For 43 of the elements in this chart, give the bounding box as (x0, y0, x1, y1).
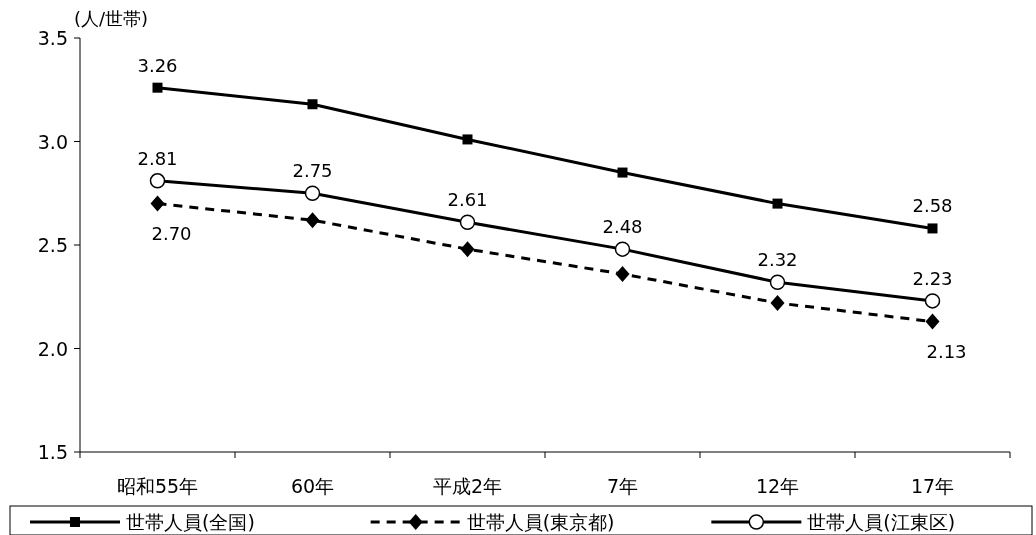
point (149, 173, 166, 189)
point (307, 99, 318, 110)
point (304, 185, 321, 201)
x-tick-label: 昭和55年 (116, 475, 199, 497)
point (927, 223, 938, 234)
x-tick-label: 7年 (606, 475, 639, 497)
point (305, 212, 320, 229)
legend-label: 世帯人員(江東区) (807, 511, 956, 533)
data-label: 2.58 (912, 195, 953, 217)
point (769, 274, 786, 291)
point (459, 214, 476, 230)
point (770, 294, 785, 311)
point (615, 265, 630, 282)
x-tick-label: 60年 (290, 475, 335, 497)
data-label: 2.61 (447, 189, 488, 211)
y-tick-label: 2.5 (37, 234, 68, 256)
data-label: 2.70 (151, 222, 192, 244)
x-tick-label: 12年 (755, 475, 800, 497)
data-label: 2.81 (137, 147, 178, 169)
y-axis-title: (人/世帯) (74, 8, 149, 29)
point (924, 293, 941, 309)
data-label: 2.32 (757, 249, 798, 271)
legend-label: 世帯人員(東京都) (466, 511, 615, 533)
point (152, 82, 163, 93)
y-tick-label: 2.0 (37, 337, 68, 360)
point (150, 195, 165, 212)
point (460, 241, 475, 258)
x-tick-label: 平成2年 (432, 475, 503, 497)
data-label: 2.13 (926, 340, 967, 362)
point (614, 241, 631, 257)
point (772, 198, 783, 209)
point (462, 134, 473, 145)
data-label: 2.48 (602, 216, 643, 238)
data-label: 2.75 (292, 160, 333, 182)
y-tick-label: 3.0 (37, 130, 68, 153)
point (925, 313, 940, 330)
point (617, 167, 628, 178)
data-label: 3.26 (137, 54, 178, 76)
data-label: 2.23 (912, 267, 953, 289)
y-tick-label: 1.5 (37, 441, 68, 463)
y-tick-label: 3.5 (37, 27, 68, 49)
legend-label: 世帯人員(全国) (126, 511, 255, 533)
x-tick-label: 17年 (910, 475, 955, 497)
